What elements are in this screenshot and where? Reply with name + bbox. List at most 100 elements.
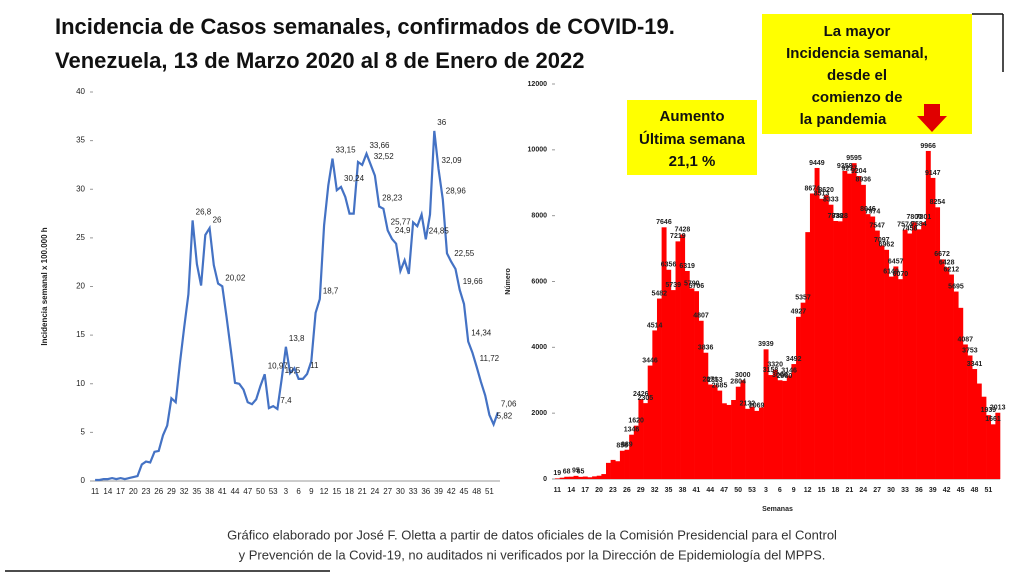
x-tick-label: 23 [609, 487, 617, 494]
y-tick-label: 20 [76, 282, 85, 291]
data-label: 8254 [930, 199, 946, 206]
bar [972, 369, 978, 479]
arrow [917, 104, 947, 132]
bar [684, 270, 690, 479]
bar [907, 233, 913, 479]
x-tick-label: 24 [370, 487, 379, 496]
data-label: 95 [572, 468, 580, 475]
bar [809, 193, 815, 479]
annotation-text: 21,1 % [669, 153, 716, 170]
bar [791, 364, 797, 479]
annotation-box [627, 100, 757, 175]
y-tick-label: 0 [81, 476, 86, 485]
bar [694, 291, 699, 479]
x-tick-label: 14 [567, 487, 575, 494]
x-tick-label: 35 [665, 487, 673, 494]
bar [893, 266, 899, 479]
data-label: 28,23 [382, 194, 403, 203]
bar [796, 316, 801, 479]
data-label: 4087 [957, 336, 973, 343]
y-tick-label: 4000 [531, 344, 547, 351]
bar [879, 245, 885, 479]
bar [568, 476, 574, 479]
y-tick-label: 30 [76, 184, 85, 193]
x-tick-label: 3 [284, 487, 289, 496]
x-tick-label: 53 [748, 487, 756, 494]
bar [619, 450, 625, 479]
data-label: 3000 [735, 372, 751, 379]
bar [976, 383, 982, 479]
bar [652, 330, 658, 479]
x-tick-label: 36 [421, 487, 430, 496]
annotations: Aumento Última semana 21,1 % La mayor In… [627, 14, 972, 175]
bar [902, 229, 908, 479]
x-tick-label: 17 [581, 487, 589, 494]
x-tick-label: 32 [651, 487, 659, 494]
bar [721, 403, 727, 479]
bar [911, 222, 917, 479]
bar [629, 434, 635, 479]
x-tick-label: 15 [332, 487, 341, 496]
data-label: 3446 [642, 357, 658, 364]
data-label: 858 [616, 443, 628, 450]
bar [874, 230, 880, 479]
bar [707, 384, 713, 479]
y-tick-label: 8000 [531, 213, 547, 220]
bar [601, 474, 607, 479]
data-label: 7219 [670, 233, 686, 240]
x-tick-label: 30 [396, 487, 405, 496]
data-label: 889 [621, 442, 633, 449]
data-label: 2013 [990, 405, 1006, 412]
x-tick-label: 33 [409, 487, 418, 496]
data-label: 8674 [804, 185, 820, 192]
bar [805, 232, 811, 479]
x-tick-label: 26 [623, 487, 631, 494]
data-label: 32,52 [374, 152, 395, 161]
data-label: 5739 [665, 282, 681, 289]
data-label: 2853 [707, 377, 723, 384]
data-label: 7458 [902, 225, 918, 232]
bar [888, 276, 894, 479]
x-tick-label: 23 [142, 487, 151, 496]
bar [675, 241, 681, 479]
bar [833, 220, 839, 480]
bar [666, 269, 672, 479]
data-label: 4807 [693, 313, 709, 320]
data-label: 3753 [962, 347, 978, 354]
y-tick-label: 40 [76, 87, 85, 96]
y-tick-label: 6000 [531, 278, 547, 285]
title-line: Incidencia de Casos semanales, confirmad… [55, 14, 675, 39]
bar [814, 167, 820, 480]
y-tick-label: 35 [76, 136, 85, 145]
y-tick-label: 10 [76, 379, 85, 388]
data-label: 6070 [893, 271, 909, 278]
y-tick-label: 5 [81, 427, 86, 436]
bar [758, 407, 764, 479]
bar [633, 425, 639, 479]
data-label: 6672 [934, 251, 950, 258]
bar [656, 298, 662, 479]
bar [647, 365, 653, 479]
x-tick-label: 50 [734, 487, 742, 494]
bar [698, 320, 704, 479]
data-label: 7,4 [280, 396, 292, 405]
footer-line: Gráfico elaborado por José F. Oletta a p… [227, 527, 837, 542]
data-label: 1620 [628, 418, 644, 425]
data-label: 30,24 [344, 174, 365, 183]
data-label: 6319 [679, 263, 695, 270]
data-label: 3939 [758, 341, 774, 348]
bar [884, 249, 890, 479]
data-label: 7800 [906, 214, 922, 221]
data-label: 4927 [791, 309, 807, 316]
bar [865, 214, 871, 479]
bar [735, 386, 741, 479]
bar [615, 461, 621, 479]
data-label: 3146 [781, 367, 797, 374]
bar [638, 399, 644, 479]
x-tick-label: 53 [269, 487, 278, 496]
y-tick-label: 15 [76, 330, 85, 339]
data-label: 9204 [851, 168, 867, 175]
x-tick-label: 18 [832, 487, 840, 494]
y-axis-label: Número [505, 268, 512, 294]
